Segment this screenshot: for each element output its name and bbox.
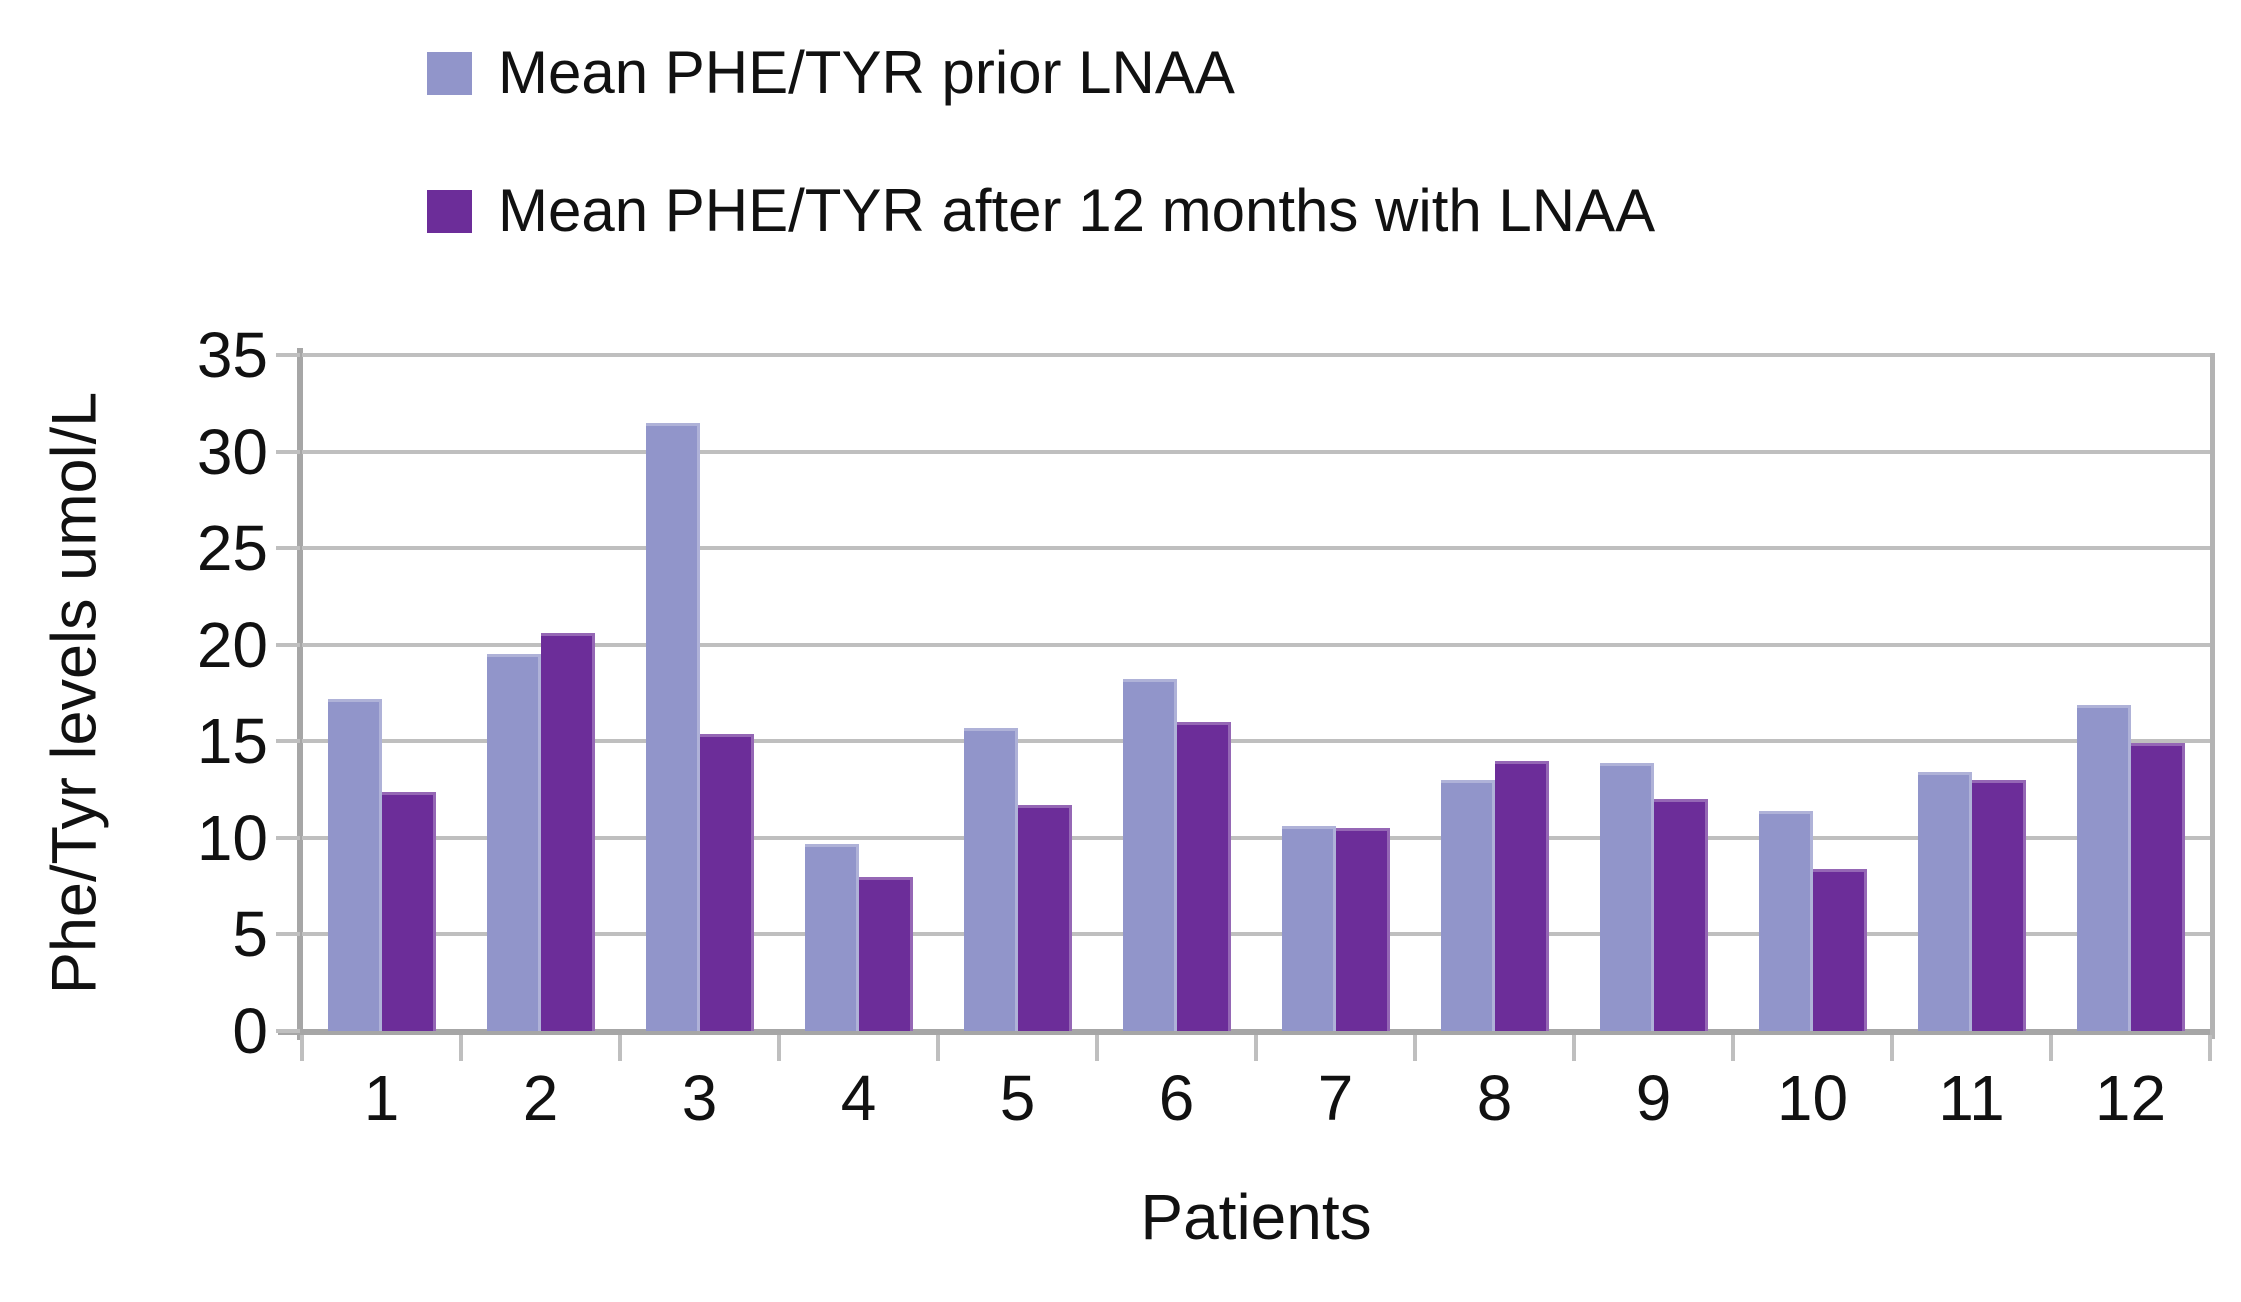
x-cat-label-6: 6 [1158, 1062, 1195, 1134]
legend-swatch-after-icon [427, 189, 472, 233]
gridline-y-10 [302, 835, 2210, 840]
x-axis-tick-6 [1254, 1035, 1258, 1061]
legend-swatch-prior-icon [427, 51, 472, 95]
bar-series1-patient-8 [1440, 779, 1495, 1031]
x-axis-tick-11 [2049, 1035, 2053, 1061]
y-tick-label-0: 0 [232, 995, 268, 1067]
bar-series1-patient-10 [1758, 810, 1813, 1031]
x-axis-tick-2 [618, 1035, 622, 1061]
plot-right-border [2210, 353, 2215, 1039]
bar-series1-patient-7 [1281, 826, 1336, 1031]
bar-series1-patient-3 [645, 422, 700, 1031]
bar-series1-patient-4 [804, 843, 859, 1031]
bar-series1-patient-2 [486, 654, 541, 1031]
bar-series1-patient-11 [1917, 772, 1972, 1031]
x-axis-tick-10 [1890, 1035, 1894, 1061]
bar-series2-patient-11 [1971, 779, 2026, 1031]
gridline-y-35 [302, 353, 2210, 357]
bar-series2-patient-2 [540, 633, 595, 1031]
bar-series1-patient-6 [1122, 679, 1177, 1031]
x-cat-label-4: 4 [840, 1062, 877, 1134]
bar-series2-patient-9 [1653, 799, 1708, 1031]
x-axis-tick-0 [300, 1035, 304, 1061]
y-axis-tick-25 [276, 546, 300, 551]
y-tick-label-35: 35 [196, 319, 268, 391]
bar-series2-patient-6 [1176, 721, 1231, 1031]
legend-item-after: Mean PHE/TYR after 12 months with LNAA [427, 168, 1655, 254]
bar-series2-patient-4 [858, 876, 913, 1031]
x-cat-label-10: 10 [1776, 1062, 1849, 1134]
gridline-y-20 [302, 642, 2210, 647]
x-cat-label-12: 12 [2094, 1062, 2167, 1134]
x-axis-line [278, 1029, 2212, 1035]
bar-series2-patient-3 [699, 733, 754, 1031]
bar-series2-patient-10 [1812, 868, 1867, 1031]
x-cat-label-3: 3 [681, 1062, 718, 1134]
bar-series1-patient-5 [963, 727, 1018, 1031]
legend-item-prior: Mean PHE/TYR prior LNAA [427, 30, 1655, 116]
y-axis-tick-15 [276, 739, 300, 744]
y-axis-tick-10 [276, 835, 300, 840]
y-axis-tick-20 [276, 642, 300, 647]
legend: Mean PHE/TYR prior LNAA Mean PHE/TYR aft… [427, 30, 1655, 254]
x-cat-label-5: 5 [999, 1062, 1036, 1134]
bar-series2-patient-7 [1335, 828, 1390, 1031]
x-axis-tick-5 [1095, 1035, 1099, 1061]
x-cat-label-11: 11 [1938, 1062, 2005, 1134]
x-axis-tick-12 [2208, 1035, 2212, 1061]
x-cat-label-7: 7 [1317, 1062, 1354, 1134]
y-tick-label-10: 10 [196, 801, 268, 874]
x-cat-label-2: 2 [522, 1062, 559, 1134]
legend-label-after: Mean PHE/TYR after 12 months with LNAA [498, 177, 1656, 244]
bar-series2-patient-8 [1494, 760, 1549, 1031]
y-axis-tick-35 [276, 353, 300, 357]
y-axis-tick-0 [276, 1029, 300, 1033]
x-axis-tick-7 [1413, 1035, 1417, 1061]
bar-series1-patient-12 [2076, 704, 2131, 1031]
x-cat-label-1: 1 [363, 1062, 400, 1134]
gridline-y-25 [302, 546, 2210, 551]
bar-series1-patient-9 [1599, 762, 1654, 1031]
x-cat-label-8: 8 [1476, 1062, 1513, 1134]
y-tick-label-30: 30 [196, 415, 268, 488]
y-axis-tick-30 [276, 449, 300, 454]
x-axis-tick-9 [1731, 1035, 1735, 1061]
y-tick-label-20: 20 [196, 608, 268, 681]
y-axis-line [297, 348, 303, 1040]
y-tick-label-5: 5 [232, 898, 268, 971]
x-axis-tick-1 [459, 1035, 463, 1061]
x-axis-title: Patients [1140, 1181, 1372, 1253]
gridline-y-30 [302, 449, 2210, 454]
x-axis-tick-4 [936, 1035, 940, 1061]
y-tick-label-15: 15 [196, 705, 268, 778]
gridline-y-5 [302, 932, 2210, 937]
y-axis-tick-5 [276, 932, 300, 937]
plot-area [302, 353, 2215, 1039]
bar-series2-patient-12 [2130, 743, 2185, 1031]
x-cat-label-9: 9 [1635, 1062, 1672, 1134]
gridline-y-15 [302, 739, 2210, 744]
bar-series2-patient-1 [381, 791, 436, 1031]
legend-label-prior: Mean PHE/TYR prior LNAA [498, 39, 1235, 106]
x-axis-tick-8 [1572, 1035, 1576, 1061]
bar-series1-patient-1 [327, 698, 382, 1031]
x-axis-tick-3 [777, 1035, 781, 1061]
y-tick-label-25: 25 [196, 512, 268, 585]
bar-series2-patient-5 [1017, 805, 1072, 1031]
